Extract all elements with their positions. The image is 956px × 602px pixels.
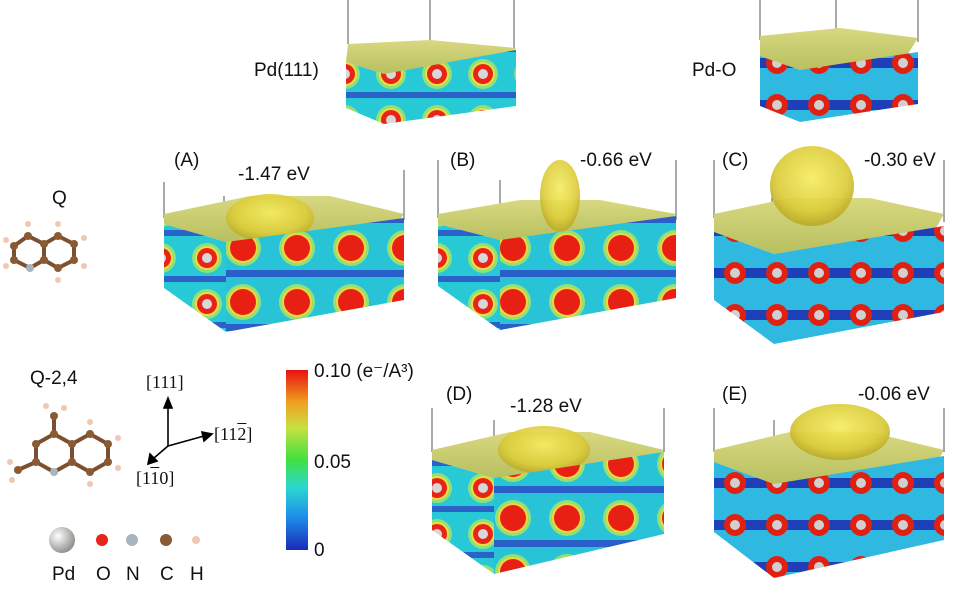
legend-c-ball bbox=[160, 534, 172, 546]
colorbar-mid: 0.05 bbox=[314, 452, 351, 473]
slab-panel-a bbox=[163, 170, 405, 332]
molecule-q24 bbox=[17, 416, 110, 475]
panel-b-letter: (B) bbox=[450, 150, 476, 171]
panel-e-letter: (E) bbox=[722, 384, 748, 405]
molecule-q-atoms bbox=[3, 221, 87, 283]
axis-label-110: [110] bbox=[136, 468, 175, 488]
slab-pd111 bbox=[346, 0, 516, 124]
label-molecule-q: Q bbox=[52, 188, 67, 209]
legend-c-label: C bbox=[160, 564, 174, 585]
panel-c-letter: (C) bbox=[722, 150, 749, 171]
legend-o-label: O bbox=[96, 564, 111, 585]
colorbar bbox=[286, 370, 308, 550]
axis-label-112: [112] bbox=[214, 424, 253, 444]
panel-d-energy: -1.28 eV bbox=[510, 396, 582, 417]
panel-b-energy: -0.66 eV bbox=[580, 150, 652, 171]
label-pd111: Pd(111) bbox=[254, 60, 319, 81]
legend-n-ball bbox=[126, 534, 138, 546]
legend-o-ball bbox=[96, 534, 108, 546]
panel-a-energy: -1.47 eV bbox=[238, 164, 310, 185]
slab-pdo bbox=[759, 0, 919, 122]
panel-c-energy: -0.30 eV bbox=[864, 150, 936, 171]
molecule-q24-atoms bbox=[7, 403, 121, 487]
legend-pd-label: Pd bbox=[52, 564, 76, 585]
panel-d-letter: (D) bbox=[446, 384, 473, 405]
legend-h-label: H bbox=[190, 564, 204, 585]
colorbar-max: 0.10 (e⁻/A³) bbox=[314, 361, 414, 382]
panel-a-letter: (A) bbox=[174, 150, 200, 171]
legend-n-label: N bbox=[126, 564, 140, 585]
legend-pd-ball bbox=[49, 527, 75, 553]
colorbar-min: 0 bbox=[314, 540, 325, 561]
legend-h-ball bbox=[192, 536, 200, 544]
slab-panel-c bbox=[713, 146, 945, 344]
slab-panel-b bbox=[437, 160, 677, 330]
panel-e-energy: -0.06 eV bbox=[858, 384, 930, 405]
slab-panel-e bbox=[713, 404, 945, 578]
label-pdo: Pd-O bbox=[692, 60, 737, 81]
axis-label-111: [111] bbox=[146, 372, 184, 392]
label-molecule-q24: Q-2,4 bbox=[30, 368, 78, 389]
slab-panel-d bbox=[431, 408, 665, 574]
axis-triad bbox=[146, 395, 214, 466]
